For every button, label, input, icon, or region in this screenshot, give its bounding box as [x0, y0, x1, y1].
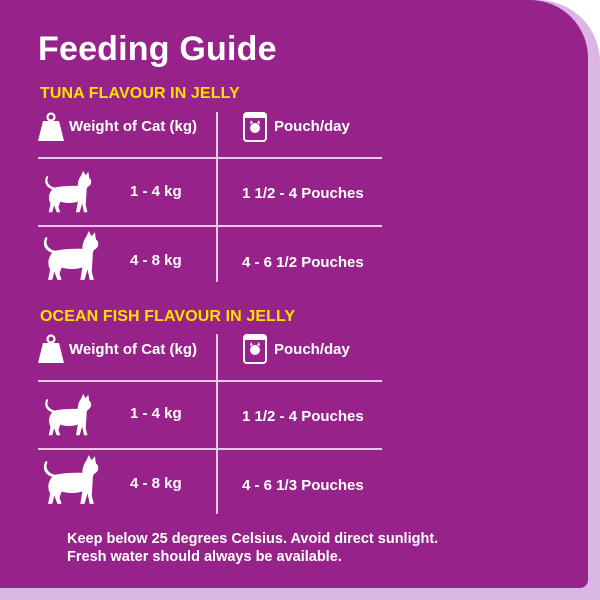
- table-row-separator: [38, 157, 382, 159]
- storage-note: Keep below 25 degrees Celsius. Avoid dir…: [67, 530, 438, 566]
- small-cat-icon: [42, 170, 96, 214]
- weight-icon: [38, 112, 64, 141]
- section-heading-tuna: TUNA FLAVOUR IN JELLY: [40, 85, 240, 102]
- weight-cell: 4 - 8 kg: [130, 475, 182, 492]
- table-divider: [216, 334, 218, 514]
- storage-note-line-1: Keep below 25 degrees Celsius. Avoid dir…: [67, 531, 439, 547]
- weight-cell: 1 - 4 kg: [130, 405, 182, 422]
- pouch-column-header: Pouch/day: [274, 341, 350, 358]
- amount-cell: 1 1/2 - 4 Pouches: [242, 185, 364, 202]
- pouch-icon: [243, 112, 267, 142]
- large-cat-icon: [40, 454, 104, 506]
- amount-cell: 4 - 6 1/3 Pouches: [242, 477, 364, 494]
- table-divider: [216, 112, 218, 282]
- table-row-separator: [38, 380, 382, 382]
- feeding-guide-panel: [0, 0, 588, 588]
- pouch-column-header: Pouch/day: [274, 118, 350, 135]
- page-title: Feeding Guide: [38, 30, 277, 68]
- table-row-separator: [38, 448, 382, 450]
- pouch-icon: [243, 334, 267, 364]
- weight-column-header: Weight of Cat (kg): [69, 118, 198, 135]
- weight-icon: [38, 334, 64, 363]
- amount-cell: 4 - 6 1/2 Pouches: [242, 254, 364, 271]
- weight-column-header: Weight of Cat (kg): [69, 341, 198, 358]
- table-row-separator: [38, 225, 382, 227]
- section-heading-ocean-fish: OCEAN FISH FLAVOUR IN JELLY: [40, 308, 296, 325]
- storage-note-line-2: Fresh water should always be available.: [67, 549, 342, 565]
- weight-cell: 1 - 4 kg: [130, 183, 182, 200]
- large-cat-icon: [40, 230, 104, 282]
- small-cat-icon: [42, 393, 96, 437]
- amount-cell: 1 1/2 - 4 Pouches: [242, 408, 364, 425]
- weight-cell: 4 - 8 kg: [130, 252, 182, 269]
